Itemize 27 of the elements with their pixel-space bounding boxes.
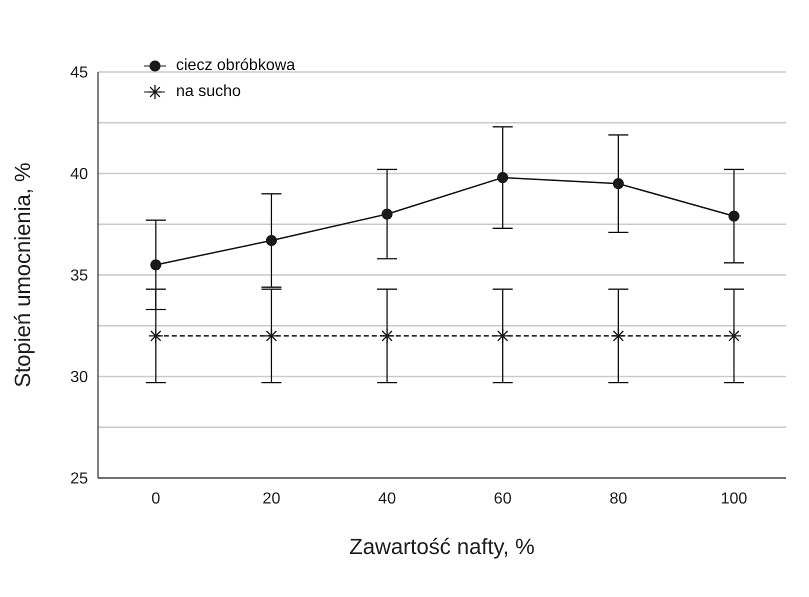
y-tick-label: 40 bbox=[70, 166, 88, 184]
y-tick-label: 30 bbox=[70, 369, 88, 386]
y-tick-label: 45 bbox=[70, 64, 88, 82]
legend-label: ciecz obróbkowa bbox=[176, 56, 296, 76]
point bbox=[726, 328, 742, 344]
x-tick-label: 60 bbox=[494, 490, 512, 508]
point bbox=[497, 172, 508, 184]
x-tick-label: 0 bbox=[151, 490, 160, 508]
point bbox=[612, 178, 624, 190]
y-tick-label: 25 bbox=[70, 470, 88, 488]
x-axis-title: Zawartość nafty, % bbox=[349, 534, 535, 559]
y-tick-label: 35 bbox=[70, 268, 88, 285]
x-tick-label: 20 bbox=[262, 490, 280, 508]
x-tick-label: 80 bbox=[609, 490, 628, 508]
point bbox=[728, 210, 740, 222]
point bbox=[264, 328, 280, 344]
point bbox=[266, 234, 277, 246]
point bbox=[150, 259, 162, 270]
point bbox=[148, 328, 164, 344]
y-axis-title: Stopień umocnienia, % bbox=[10, 162, 35, 388]
point bbox=[610, 328, 626, 344]
x-tick-label: 40 bbox=[378, 490, 396, 508]
legend-label: na sucho bbox=[176, 82, 241, 102]
point bbox=[379, 328, 395, 344]
x-tick-label: 100 bbox=[720, 490, 748, 508]
point bbox=[495, 328, 510, 344]
point bbox=[382, 208, 393, 220]
